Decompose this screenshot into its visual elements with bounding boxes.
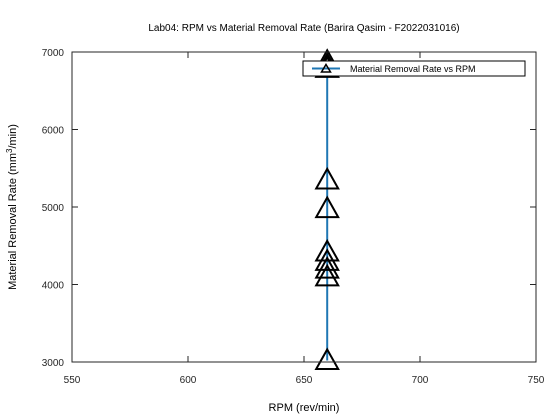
x-tick-label: 700 [412,375,429,386]
data-point-marker [314,347,340,371]
y-axis-title-superscript: 3 [5,148,14,153]
legend: Material Removal Rate vs RPM [302,60,526,77]
y-tick-label: 3000 [42,358,65,369]
y-axis-title-tail: /min) [7,124,19,148]
data-point-marker [314,195,340,219]
x-tick-label: 750 [528,375,545,386]
data-point-marker [314,263,340,287]
legend-label: Material Removal Rate vs RPM [350,64,476,74]
x-tick-label: 600 [180,375,197,386]
y-tick-label: 4000 [42,281,65,292]
legend-marker-sample [320,63,332,73]
x-tick-label: 550 [64,375,81,386]
y-tick-label: 5000 [42,203,65,214]
data-point-marker [314,238,340,262]
data-point-marker [314,166,340,190]
y-tick-label: 7000 [42,48,65,59]
y-tick-label: 6000 [42,126,65,137]
chart-title: Lab04: RPM vs Material Removal Rate (Bar… [148,23,459,34]
y-axis-title: Material Removal Rate (mm3/min) [5,124,19,290]
y-axis-title-main: Material Removal Rate (mm [7,153,19,290]
data-point-marker [314,255,340,279]
plot-frame [71,51,537,363]
plot-area [72,52,536,362]
x-axis-title: RPM (rev/min) [269,402,340,414]
x-tick-label: 650 [296,375,313,386]
legend-box [302,60,526,77]
